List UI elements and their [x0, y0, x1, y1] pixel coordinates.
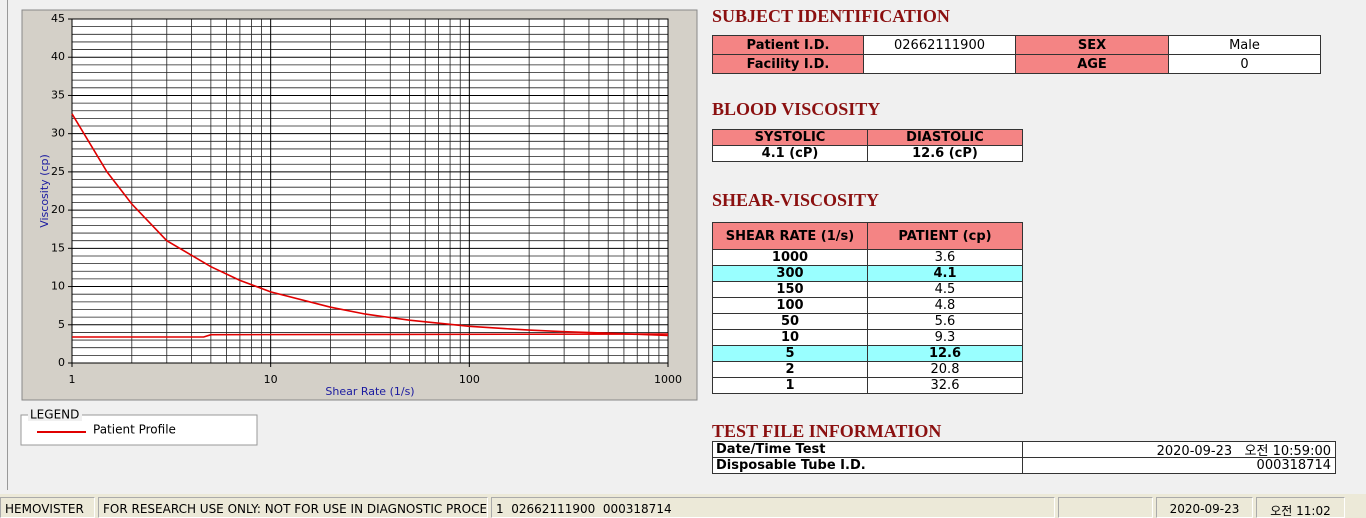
section-title: TEST FILE INFORMATION [712, 421, 942, 441]
x-tick-label: 10 [264, 373, 278, 386]
x-tick-label: 1000 [654, 373, 682, 386]
y-tick-label: 35 [51, 88, 65, 101]
table-cell: 50 [712, 313, 868, 330]
y-tick-label: 15 [51, 241, 65, 254]
table-cell: 32.6 [867, 377, 1023, 394]
table-cell: 12.6 (cP) [867, 145, 1023, 162]
status-panel: 1 02662111900 000318714 [491, 497, 1055, 518]
column-header: SYSTOLIC [712, 129, 868, 146]
section-title: BLOOD VISCOSITY [712, 99, 881, 119]
table-cell: Male [1168, 35, 1321, 55]
table-cell [863, 54, 1016, 74]
field-label: Disposable Tube I.D. [712, 457, 1023, 474]
y-tick-label: 45 [51, 12, 65, 25]
table-cell: 4.8 [867, 297, 1023, 314]
y-tick-label: 10 [51, 280, 65, 293]
status-panel: 오전 11:02 [1256, 497, 1345, 518]
field-label: Date/Time Test [712, 441, 1023, 458]
column-header: SHEAR RATE (1/s) [712, 222, 868, 250]
y-tick-label: 20 [51, 203, 65, 216]
field-label: AGE [1015, 54, 1169, 74]
x-tick-label: 100 [459, 373, 480, 386]
table-cell: 5 [712, 345, 868, 362]
x-axis-label: Shear Rate (1/s) [325, 385, 414, 398]
section-title: SUBJECT IDENTIFICATION [712, 6, 950, 26]
field-label: Facility I.D. [712, 54, 864, 74]
y-tick-label: 5 [58, 318, 65, 331]
table-cell: 1 [712, 377, 868, 394]
data-line [71, 113, 669, 337]
table-cell: 5.6 [867, 313, 1023, 330]
x-tick-label: 1 [69, 373, 76, 386]
table-cell: 2020-09-23 오전 10:59:00 [1022, 441, 1336, 458]
table-cell: 2 [712, 361, 868, 378]
table-cell: 4.1 (cP) [712, 145, 868, 162]
table-cell: 000318714 [1022, 457, 1336, 474]
table-cell: 10 [712, 329, 868, 346]
table-cell: 02662111900 [863, 35, 1016, 55]
table-cell: 12.6 [867, 345, 1023, 362]
field-label: SEX [1015, 35, 1169, 55]
y-tick-label: 40 [51, 50, 65, 63]
column-header: PATIENT (cp) [867, 222, 1023, 250]
chart: LEGEND Shear Rate (1/s) Viscosity (cp) 0… [20, 9, 698, 446]
data-line [72, 333, 669, 338]
legend-title-bg [28, 409, 82, 421]
status-panel: HEMOVISTER [0, 497, 95, 518]
y-tick-label: 25 [51, 165, 65, 178]
table-cell: 300 [712, 265, 868, 282]
divider [7, 0, 8, 490]
field-label: Patient I.D. [712, 35, 864, 55]
table-cell: 0 [1168, 54, 1321, 74]
table-cell: 20.8 [867, 361, 1023, 378]
y-tick-label: 0 [58, 356, 65, 369]
table-cell: 4.5 [867, 281, 1023, 298]
table-cell: 9.3 [867, 329, 1023, 346]
status-panel: 2020-09-23 [1156, 497, 1253, 518]
table-cell: 150 [712, 281, 868, 298]
column-header: DIASTOLIC [867, 129, 1023, 146]
y-tick-label: 30 [51, 127, 65, 140]
table-cell: 3.6 [867, 249, 1023, 266]
table-cell: 100 [712, 297, 868, 314]
status-panel: FOR RESEARCH USE ONLY: NOT FOR USE IN DI… [98, 497, 488, 518]
status-bar-bg [0, 494, 1366, 518]
plot-area [71, 18, 669, 364]
section-title: SHEAR-VISCOSITY [712, 190, 880, 210]
y-axis-label: Viscosity (cp) [38, 154, 51, 228]
status-panel [1058, 497, 1153, 518]
legend-label: Patient Profile [93, 423, 176, 437]
legend-title: LEGEND [30, 408, 79, 422]
table-cell: 4.1 [867, 265, 1023, 282]
table-cell: 1000 [712, 249, 868, 266]
